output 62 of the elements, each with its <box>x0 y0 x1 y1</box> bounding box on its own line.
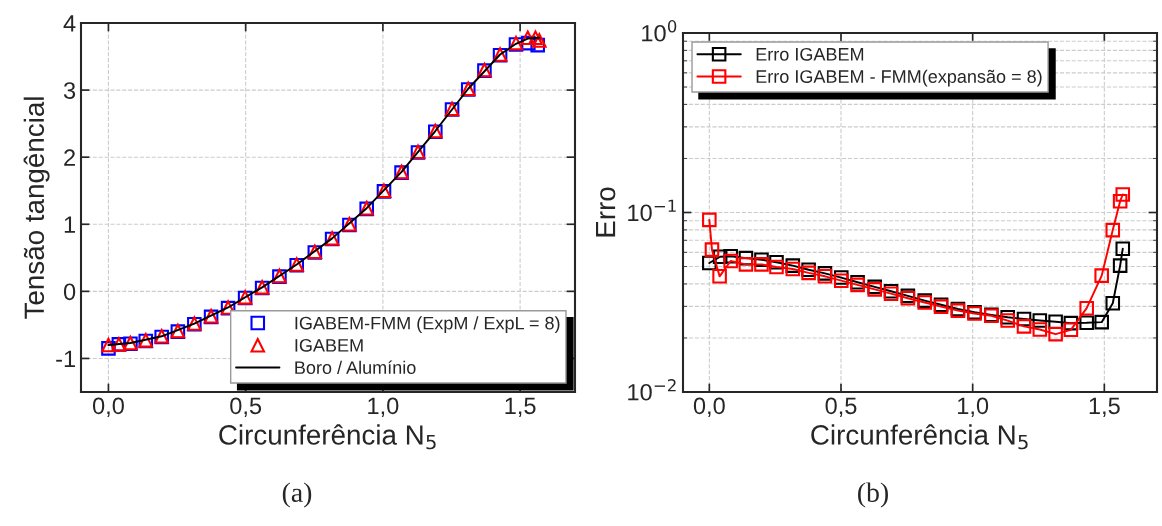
y-tick-label: 4 <box>63 15 76 32</box>
point <box>1000 313 1015 328</box>
x-axis-title: Circunferência N$_{5}$ <box>219 424 436 450</box>
x-tick-label: 1,0 <box>958 397 989 417</box>
text: (b) <box>858 482 888 508</box>
x-tick-label: 0,5 <box>230 397 262 417</box>
point <box>1063 322 1079 338</box>
legend-label: IGABEM-FMM (ExpM / ExpL = 8) <box>295 316 560 334</box>
point <box>1105 222 1121 238</box>
point <box>1115 241 1131 257</box>
y-axis-title: Tensão tangêncial <box>23 97 50 319</box>
point <box>530 37 545 53</box>
legend-label: Boro / Alumínio <box>295 360 416 374</box>
point <box>1079 315 1094 331</box>
point <box>532 33 547 48</box>
point <box>1112 193 1128 209</box>
x-tick-label: 0,0 <box>693 397 725 417</box>
point <box>101 337 116 353</box>
legend-label: Erro IGABEM - FMM(expansão = 8) <box>756 69 1042 87</box>
x-tick-label: 1,5 <box>1089 397 1120 417</box>
point <box>1079 300 1094 316</box>
y-tick-label: 10$^{−1}$ <box>628 199 676 222</box>
y-tick-label: 0 <box>63 283 76 301</box>
point <box>1032 322 1048 337</box>
x-axis-title: Circunferência N$_{5}$ <box>811 424 1028 450</box>
point <box>754 257 769 272</box>
point <box>702 212 717 228</box>
x-tick-label: 0,0 <box>92 397 124 417</box>
point <box>1112 258 1128 273</box>
y-tick-label: 2 <box>64 149 75 166</box>
point <box>521 35 536 51</box>
legend-label: IGABEM <box>295 338 363 352</box>
point <box>704 242 720 257</box>
point <box>1094 314 1109 330</box>
y-tick-label: 10$^{0}$ <box>642 20 677 42</box>
text: (a) <box>282 482 312 508</box>
point <box>769 259 784 275</box>
y-tick-label: 10$^{−2}$ <box>628 379 676 401</box>
point <box>785 261 801 277</box>
point <box>738 257 754 272</box>
point <box>712 249 728 265</box>
point <box>1016 319 1032 334</box>
point <box>1063 315 1079 331</box>
point <box>1048 326 1063 342</box>
x-tick-label: 1,5 <box>505 397 536 417</box>
y-axis-title: Erro <box>596 187 616 237</box>
point <box>1105 296 1121 311</box>
point <box>1094 268 1109 283</box>
y-tick-label: 3 <box>63 82 76 99</box>
x-tick-label: 0,5 <box>825 397 857 417</box>
point <box>723 253 738 269</box>
y-tick-label: -1 <box>56 350 75 368</box>
point <box>1115 187 1131 202</box>
point <box>101 341 116 356</box>
point <box>1032 313 1048 328</box>
point <box>754 252 769 267</box>
x-tick-label: 1,0 <box>368 397 399 417</box>
point <box>702 255 717 271</box>
point <box>712 269 727 284</box>
y-tick-label: 1 <box>64 216 75 233</box>
point <box>769 255 784 270</box>
legend-label: Erro IGABEM <box>756 47 864 61</box>
